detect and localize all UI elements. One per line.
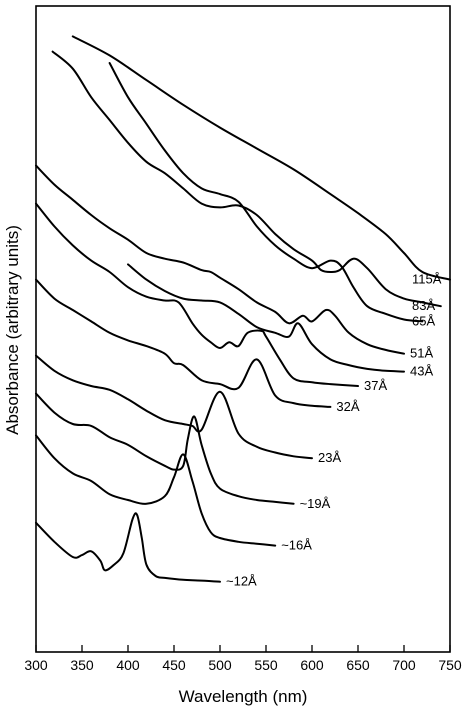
series-line-11	[35, 512, 221, 583]
series-line-8	[35, 354, 313, 460]
series-label-6: 37Å	[364, 378, 387, 393]
x-tick-label: 350	[70, 657, 94, 673]
series-line-2	[51, 50, 442, 308]
series-line-6	[35, 202, 359, 387]
series-label-2: 83Å	[412, 298, 435, 313]
x-tick-label: 600	[300, 657, 324, 673]
series-line-10	[35, 434, 277, 547]
series-line-7	[35, 278, 332, 408]
x-tick-label: 400	[116, 657, 140, 673]
x-axis-title: Wavelength (nm)	[179, 687, 308, 706]
series-label-11: ~12Å	[226, 574, 257, 589]
series-label-8: 23Å	[318, 450, 341, 465]
series-line-1	[71, 35, 451, 281]
series-label-4: 51Å	[410, 346, 433, 361]
series-label-10: ~16Å	[281, 538, 312, 553]
x-tick-label: 650	[346, 657, 370, 673]
series-line-9	[35, 392, 295, 505]
x-axis-ticks: 300 350 400 450 500 550 600 650 700 750	[24, 645, 462, 673]
x-tick-label: 700	[392, 657, 416, 673]
series-line-4	[35, 164, 405, 355]
plot-frame	[35, 5, 451, 653]
y-axis-title: Absorbance (arbitrary units)	[3, 225, 22, 435]
series-label-9: ~19Å	[300, 496, 331, 511]
series-line-3	[108, 62, 424, 323]
x-tick-label: 300	[24, 657, 48, 673]
x-tick-label: 450	[162, 657, 186, 673]
spectra-curves	[35, 35, 451, 583]
series-line-5	[127, 263, 405, 373]
x-tick-label: 550	[254, 657, 278, 673]
series-label-5: 43Å	[410, 364, 433, 379]
x-tick-label: 500	[208, 657, 232, 673]
series-label-3: 65Å	[412, 313, 435, 328]
x-tick-label: 750	[438, 657, 462, 673]
series-label-1: 115Å	[412, 272, 442, 287]
series-label-7: 32Å	[336, 399, 359, 414]
